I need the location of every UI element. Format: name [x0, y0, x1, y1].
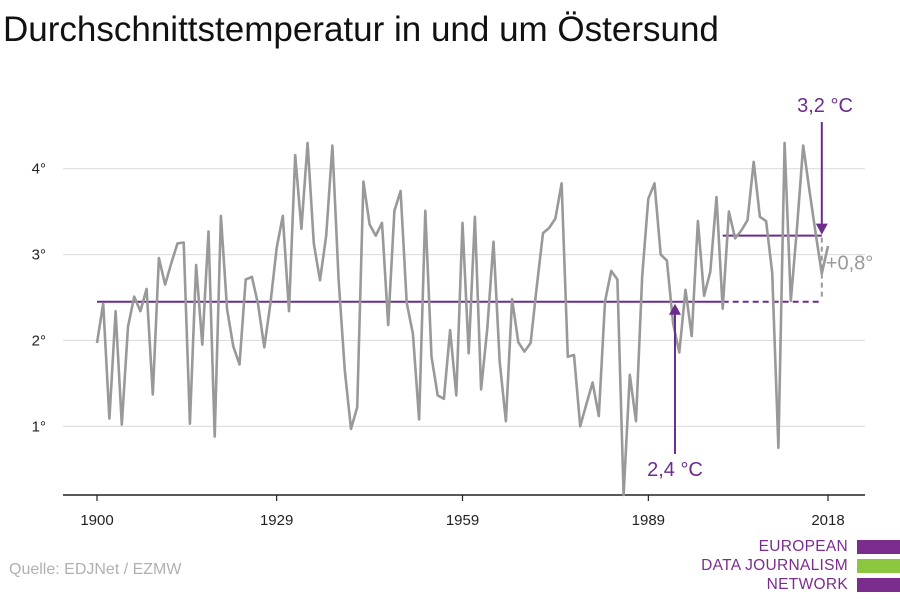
x-tick-label: 1989	[632, 512, 665, 529]
logo-bar-3	[857, 578, 900, 592]
x-tick-label: 1929	[260, 512, 293, 529]
baseline-mean-arrow-head	[668, 303, 681, 315]
y-tick-label: 4°	[32, 161, 46, 178]
x-tick-label: 1900	[80, 512, 113, 529]
y-tick-label: 3°	[32, 247, 46, 264]
x-tick-label: 1959	[446, 512, 479, 529]
logo-line-2: DATA JOURNALISM	[701, 557, 848, 574]
recent-mean-arrow-head	[815, 223, 828, 235]
logo-line-1: EUROPEAN	[758, 538, 848, 555]
source-note: Quelle: EDJNet / EZMW	[9, 561, 182, 578]
logo-line-3: NETWORK	[766, 576, 848, 593]
chart-title: Durchschnittstemperatur in und um Östers…	[3, 10, 719, 49]
x-tick-label: 2018	[811, 512, 844, 529]
logo-bar-1	[857, 540, 900, 554]
logo-bar-2	[857, 559, 900, 573]
edjnet-logo: EUROPEAN DATA JOURNALISM NETWORK	[700, 538, 900, 594]
difference-label: +0,8°	[826, 253, 873, 275]
y-tick-label: 1°	[32, 418, 46, 435]
baseline-mean-label: 2,4 °C	[647, 459, 703, 481]
recent-mean-label: 3,2 °C	[797, 95, 853, 117]
y-tick-label: 2°	[32, 332, 46, 349]
temperature-series-line	[95, 141, 830, 497]
